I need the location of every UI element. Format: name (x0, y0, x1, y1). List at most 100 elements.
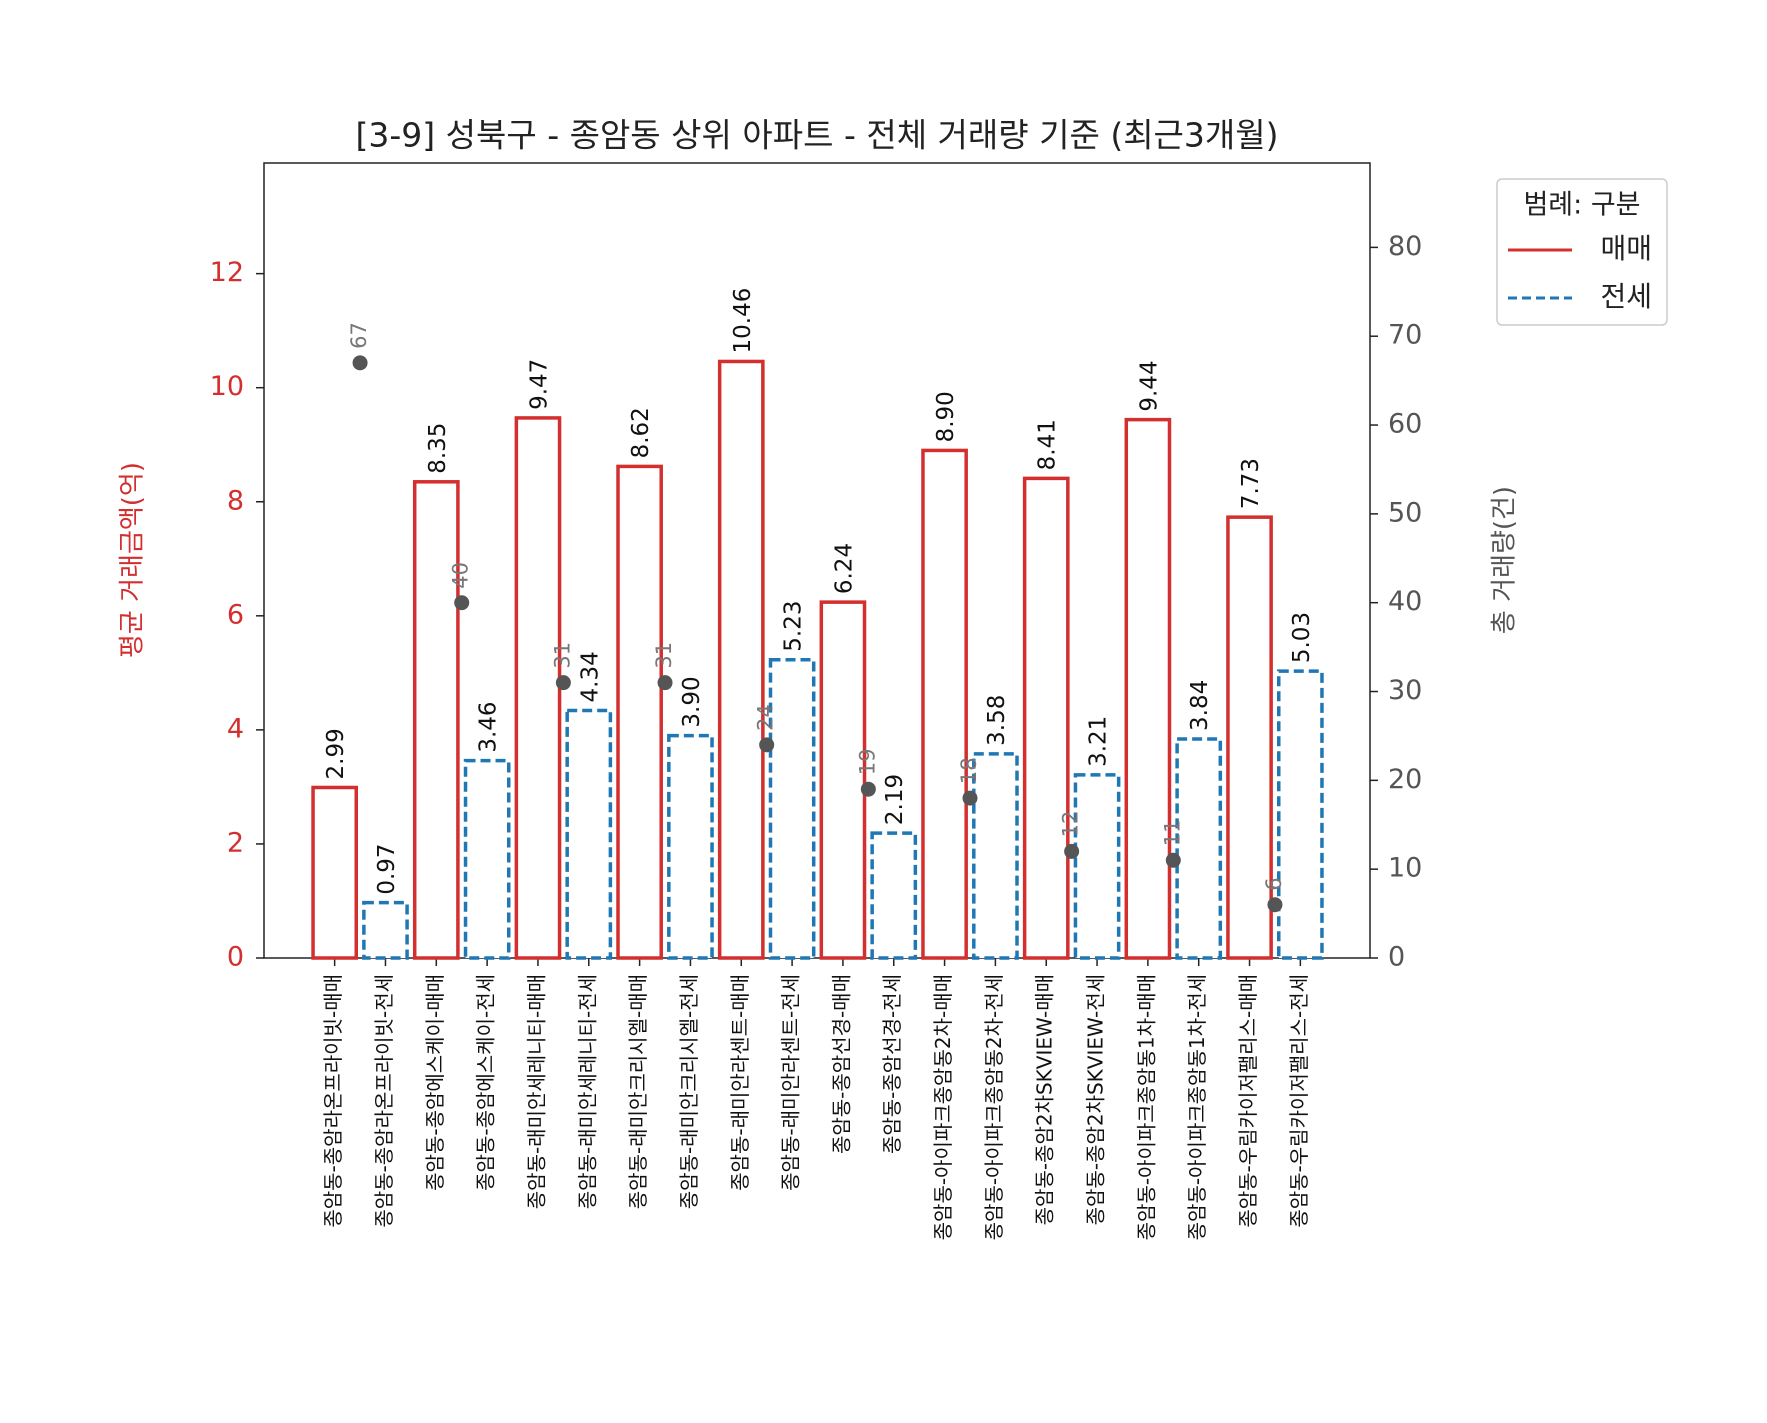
value-label: 0.97 (374, 843, 400, 894)
count-point (454, 595, 470, 611)
value-label: 3.90 (679, 676, 705, 727)
y2-tick-label: 80 (1388, 231, 1422, 262)
y-tick-label: 10 (210, 371, 244, 402)
x-tick-label: 종암동-래미안라센트-전세 (779, 974, 803, 1191)
x-tick-label: 종암동-종암라온프라이빗-전세 (372, 974, 396, 1228)
x-tick-label: 종암동-아이파크종암동1차-전세 (1185, 974, 1209, 1240)
bar (565, 708, 613, 960)
legend-title: 범례: 구분 (1523, 190, 1640, 221)
bar (1277, 669, 1324, 960)
y2-tick-label: 10 (1388, 853, 1422, 884)
y-tick-label: 6 (227, 599, 244, 630)
plot-frame (263, 162, 1371, 959)
value-label: 8.41 (1035, 419, 1061, 470)
count-label: 31 (652, 642, 676, 669)
y-tick-label: 12 (210, 257, 244, 288)
value-label: 5.03 (1289, 612, 1315, 663)
x-tick-label: 종암동-래미안세레니티-전세 (575, 974, 599, 1209)
legend-label: 전세 (1600, 280, 1652, 313)
x-tick-label: 종암동-종암선경-전세 (880, 974, 904, 1154)
y2-axis-label: 총 거래량(건) (1490, 486, 1520, 634)
x-tick-label: 종암동-종암에스케이-매매 (423, 974, 447, 1191)
x-tick-label: 종암동-아이파크종암동2차-매매 (931, 974, 955, 1240)
bar (311, 785, 359, 960)
x-tick-label: 종암동-래미안세레니티-매매 (524, 974, 548, 1209)
value-label: 8.35 (425, 423, 451, 474)
x-tick-label: 종암동-래미안라센트-매매 (728, 974, 752, 1191)
count-label: 31 (550, 642, 574, 669)
legend-box (1496, 178, 1668, 326)
bar (717, 359, 765, 960)
y2-tick-label: 0 (1388, 942, 1405, 973)
value-label: 8.90 (933, 391, 959, 442)
value-label: 3.84 (1187, 680, 1213, 731)
count-point (352, 355, 368, 371)
count-point (1165, 852, 1181, 868)
y2-tick-label: 60 (1388, 409, 1422, 440)
count-label: 6 (1262, 877, 1286, 890)
value-label: 7.73 (1238, 458, 1264, 509)
bar (514, 416, 562, 960)
count-point (962, 790, 978, 806)
bar (1022, 476, 1070, 960)
y2-tick-label: 50 (1388, 497, 1422, 528)
count-label: 24 (754, 704, 778, 731)
value-label: 4.34 (577, 651, 603, 702)
x-tick-label: 종암동-래미안크리시엘-매매 (626, 974, 650, 1209)
bar (768, 657, 816, 960)
bar (1226, 515, 1273, 960)
count-point (759, 737, 775, 753)
x-tick-label: 종암동-종암선경-매매 (829, 974, 853, 1154)
x-tick-label: 종암동-종암에스케이-전세 (474, 974, 498, 1191)
x-tick-label: 종암동-아이파크종암동1차-매매 (1134, 974, 1158, 1240)
count-label: 40 (449, 562, 473, 589)
value-label: 5.23 (781, 601, 807, 652)
chart-title: [3-9] 성북구 - 종암동 상위 아파트 - 전체 거래량 기준 (최근3개… (355, 116, 1278, 155)
count-point (657, 675, 673, 691)
bar (819, 600, 867, 960)
count-label: 12 (1059, 811, 1083, 838)
value-label: 8.62 (628, 407, 654, 458)
value-label: 9.44 (1136, 360, 1162, 411)
bar (412, 480, 460, 960)
bar (870, 831, 918, 960)
y2-tick-label: 40 (1388, 586, 1422, 617)
x-tick-label: 종암동-래미안크리시엘-전세 (677, 974, 701, 1209)
y-tick-label: 2 (227, 827, 244, 858)
y-tick-label: 0 (227, 942, 244, 973)
value-label: 10.46 (730, 288, 756, 354)
count-point (555, 675, 571, 691)
y-axis-label: 평균 거래금액(억) (118, 462, 148, 658)
y-tick-label: 4 (227, 713, 244, 744)
value-label: 6.24 (831, 543, 857, 594)
y-tick-label: 8 (227, 485, 244, 516)
x-tick-label: 종암동-우림카이저팰리스-매매 (1236, 974, 1260, 1228)
legend: 범례: 구분 (1496, 178, 1668, 326)
value-label: 3.21 (1086, 716, 1112, 767)
count-label: 67 (347, 322, 371, 349)
legend-label: 매매 (1600, 232, 1652, 265)
value-label: 2.99 (323, 728, 349, 779)
bar (1073, 773, 1121, 960)
count-label: 11 (1160, 820, 1184, 847)
value-label: 3.58 (984, 695, 1010, 746)
x-tick-label: 종암동-종암라온프라이빗-매매 (321, 974, 345, 1228)
count-point (1064, 843, 1080, 859)
y2-tick-label: 20 (1388, 764, 1422, 795)
bar (463, 758, 511, 960)
value-label: 3.46 (476, 701, 502, 752)
value-label: 2.19 (882, 774, 908, 825)
bar (362, 900, 409, 960)
y2-tick-label: 30 (1388, 675, 1422, 706)
bar (1175, 737, 1223, 960)
count-point (1267, 897, 1283, 913)
bar (1124, 417, 1172, 960)
count-label: 19 (855, 748, 879, 775)
y2-tick-label: 70 (1388, 320, 1422, 351)
x-tick-label: 종암동-아이파크종암동2차-전세 (982, 974, 1006, 1240)
x-tick-label: 종암동-종암2차SKVIEW-전세 (1084, 974, 1108, 1225)
count-point (860, 781, 876, 797)
value-label: 9.47 (526, 359, 552, 410)
